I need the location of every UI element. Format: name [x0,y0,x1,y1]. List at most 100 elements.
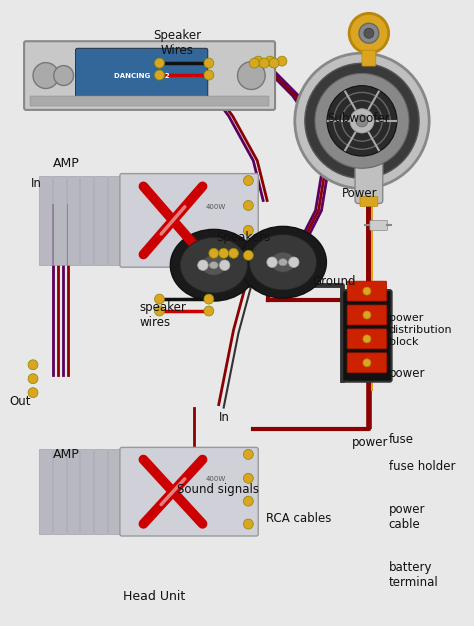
Circle shape [267,257,277,267]
Circle shape [155,58,164,68]
Text: Speakers: Speakers [216,231,271,244]
Circle shape [327,86,397,156]
Circle shape [295,53,429,188]
FancyBboxPatch shape [39,449,52,534]
Text: Head Unit: Head Unit [123,590,186,603]
Circle shape [155,294,164,304]
FancyBboxPatch shape [347,305,387,325]
Circle shape [265,56,275,66]
Circle shape [359,23,379,43]
Circle shape [28,387,38,398]
FancyBboxPatch shape [347,353,387,372]
Circle shape [253,56,263,66]
Circle shape [204,294,214,304]
Circle shape [356,115,368,127]
Circle shape [198,260,208,270]
Ellipse shape [202,255,226,275]
Ellipse shape [210,262,218,269]
Circle shape [244,496,253,506]
Circle shape [289,257,299,267]
Circle shape [155,306,164,316]
Circle shape [249,58,259,68]
Circle shape [219,260,230,270]
Ellipse shape [271,252,295,272]
Text: 400W: 400W [206,204,226,210]
Text: AMP: AMP [53,157,80,170]
FancyBboxPatch shape [342,290,392,382]
Circle shape [204,70,214,80]
Circle shape [28,374,38,384]
Circle shape [237,61,265,90]
Ellipse shape [279,259,287,266]
Circle shape [204,58,214,68]
FancyBboxPatch shape [347,329,387,349]
FancyBboxPatch shape [362,50,376,66]
FancyBboxPatch shape [75,48,208,103]
Text: Sound signals: Sound signals [177,483,259,496]
Text: speaker
wires: speaker wires [140,301,187,329]
Circle shape [363,359,371,367]
Text: power
cable: power cable [389,503,425,531]
FancyBboxPatch shape [39,176,52,265]
FancyBboxPatch shape [120,448,258,536]
FancyBboxPatch shape [81,176,93,265]
Circle shape [244,473,253,483]
Circle shape [54,66,73,86]
FancyBboxPatch shape [355,143,383,203]
FancyBboxPatch shape [30,96,269,106]
Text: Out: Out [9,395,31,408]
Circle shape [363,335,371,343]
Ellipse shape [170,229,257,301]
Text: Ground: Ground [312,275,356,287]
Ellipse shape [239,227,327,298]
Circle shape [364,28,374,38]
Circle shape [204,306,214,316]
Text: power: power [352,436,389,449]
Circle shape [244,225,253,235]
FancyBboxPatch shape [120,173,258,267]
Text: In: In [31,177,42,190]
FancyBboxPatch shape [24,41,275,110]
FancyBboxPatch shape [347,281,387,301]
Text: Speaker
Wires: Speaker Wires [153,29,201,57]
Circle shape [228,249,238,259]
Text: 400W: 400W [206,476,226,482]
Circle shape [33,63,59,88]
Text: DANCING  232: DANCING 232 [114,73,170,78]
Text: power: power [389,367,425,380]
Text: battery
terminal: battery terminal [389,561,438,589]
Circle shape [305,63,419,178]
Text: fuse: fuse [389,433,414,446]
Text: fuse holder: fuse holder [389,460,455,473]
FancyBboxPatch shape [370,220,388,230]
Circle shape [244,250,253,260]
Circle shape [219,249,228,259]
Circle shape [155,70,164,80]
Circle shape [244,176,253,185]
Circle shape [28,360,38,370]
Circle shape [209,249,219,259]
FancyBboxPatch shape [108,449,121,534]
Text: Power: Power [342,187,378,200]
Circle shape [259,58,269,68]
Text: power
distribution
block: power distribution block [389,314,452,347]
Text: In: In [219,411,229,424]
Text: RCA cables: RCA cables [266,511,331,525]
Circle shape [349,13,389,53]
Text: Subwoofer: Subwoofer [328,112,390,125]
FancyBboxPatch shape [66,176,80,265]
FancyBboxPatch shape [360,197,378,207]
Circle shape [269,58,279,68]
Circle shape [244,519,253,529]
Circle shape [363,287,371,295]
Circle shape [350,109,374,133]
Ellipse shape [180,237,247,293]
FancyBboxPatch shape [94,176,107,265]
FancyBboxPatch shape [66,449,80,534]
FancyBboxPatch shape [94,449,107,534]
Circle shape [315,73,409,168]
Circle shape [244,449,253,459]
Circle shape [363,311,371,319]
FancyBboxPatch shape [81,449,93,534]
FancyBboxPatch shape [360,137,378,146]
